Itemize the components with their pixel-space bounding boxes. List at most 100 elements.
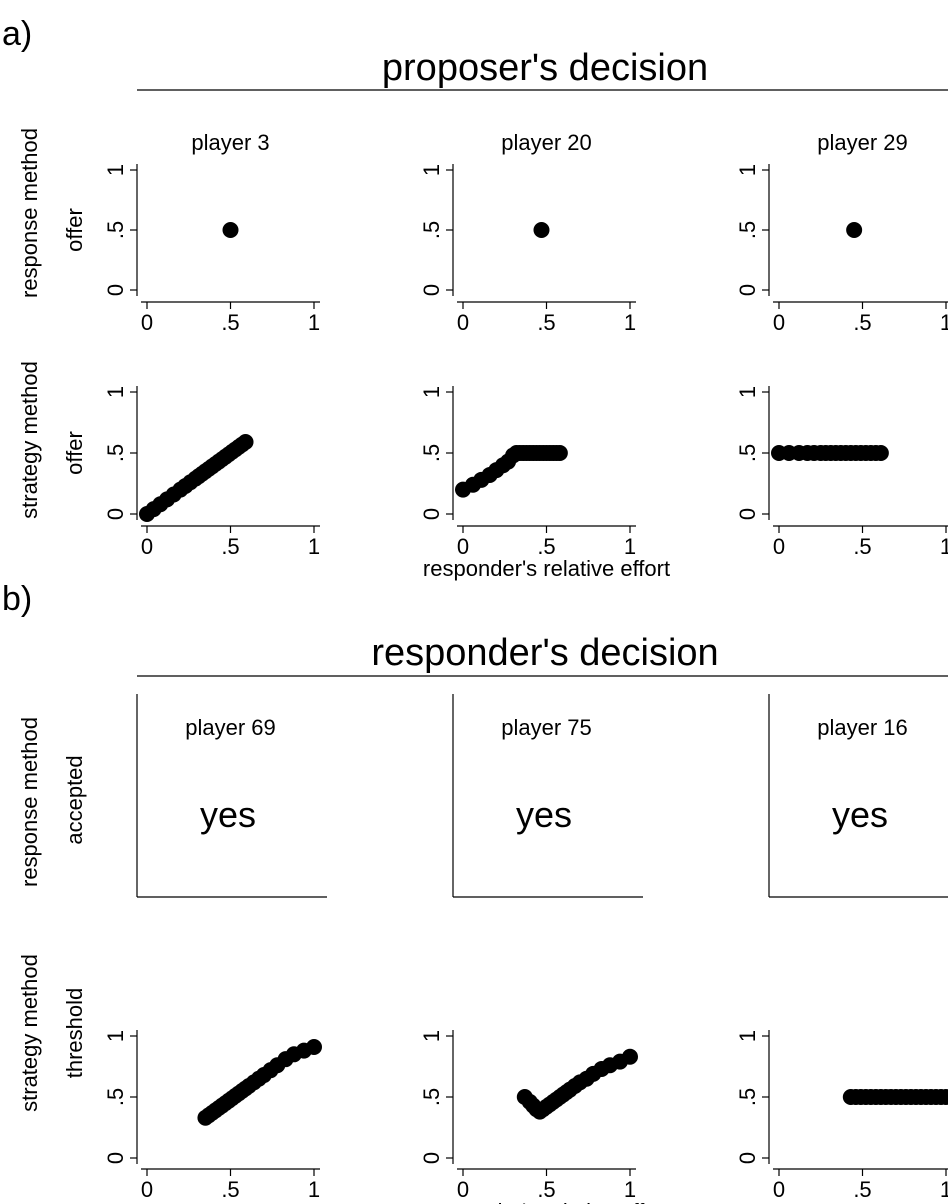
- section-b-header: b) responder's decision: [2, 580, 948, 677]
- x-tick-label: 0: [457, 310, 469, 335]
- x-axis-label: responder's relative effort: [423, 1199, 670, 1204]
- y-tick-label: .5: [103, 1088, 128, 1106]
- y-tick-label: 0: [735, 1152, 760, 1164]
- row-method-label: strategy method: [17, 954, 42, 1112]
- y-tick-label: 0: [419, 284, 444, 296]
- x-tick-label: .5: [221, 534, 239, 559]
- x-tick-label: .5: [537, 310, 555, 335]
- subplot-title: player 3: [191, 130, 269, 155]
- section-b-title: responder's decision: [371, 632, 718, 674]
- y-tick-label: .5: [419, 1088, 444, 1106]
- row-axis-label: accepted: [62, 755, 87, 844]
- subplot-8: player 75 yes: [452, 694, 643, 898]
- x-tick-label: .5: [537, 1177, 555, 1202]
- data-point: [846, 222, 863, 238]
- row-axis-label: offer: [62, 431, 87, 475]
- subplot-title: player 75: [501, 715, 592, 740]
- x-tick-label: 1: [624, 1177, 636, 1202]
- subplot-2: player 20 0 .5 1 0 .5 1: [419, 130, 636, 335]
- subplot-10: 0 .5 1 0 .5 1: [103, 1030, 322, 1202]
- y-tick-label: .5: [735, 221, 760, 239]
- x-tick-label: 1: [308, 310, 320, 335]
- panel-a-label: a): [2, 15, 32, 53]
- subplot-7: player 69 yes: [136, 694, 327, 898]
- subplot-4: 0 .5 1 0 .5 1: [103, 386, 320, 559]
- row-axis-label: threshold: [62, 988, 87, 1079]
- y-tick-label: .5: [735, 444, 760, 462]
- data-point: [237, 434, 254, 451]
- subplot-1: player 3 0 .5 1 0 .5 1: [103, 130, 320, 335]
- data-point: [533, 222, 550, 238]
- subplot-title: player 29: [817, 130, 908, 155]
- y-tick-label: .5: [103, 221, 128, 239]
- row-label-b-response: response method accepted: [17, 717, 87, 887]
- row-label-a-strategy: strategy method offer: [17, 361, 87, 519]
- x-tick-label: 1: [308, 534, 320, 559]
- subplot-title: player 69: [185, 715, 276, 740]
- data-point: [872, 445, 889, 461]
- y-tick-label: 1: [735, 164, 760, 176]
- y-tick-label: 1: [103, 164, 128, 176]
- accepted-value: yes: [200, 794, 256, 835]
- row-method-label: strategy method: [17, 361, 42, 519]
- y-tick-label: .5: [419, 221, 444, 239]
- section-a-title: proposer's decision: [382, 47, 708, 89]
- section-a-header: a) proposer's decision: [2, 15, 948, 91]
- y-tick-label: 0: [735, 284, 760, 296]
- y-tick-label: 0: [419, 1152, 444, 1164]
- subplot-12: 0 .5 1 0 .5 1: [735, 1030, 948, 1202]
- x-tick-label: 1: [624, 534, 636, 559]
- x-tick-label: 1: [308, 1177, 320, 1202]
- panel-b-label: b): [2, 580, 32, 618]
- x-tick-label: .5: [221, 310, 239, 335]
- data-point: [222, 222, 239, 238]
- row-method-label: response method: [17, 128, 42, 298]
- y-tick-label: .5: [419, 444, 444, 462]
- x-tick-label: 1: [940, 310, 948, 335]
- y-tick-label: 1: [419, 386, 444, 398]
- subplot-title: player 16: [817, 715, 908, 740]
- x-tick-label: 1: [940, 1177, 948, 1202]
- subplot-title: player 20: [501, 130, 592, 155]
- y-tick-label: 1: [419, 164, 444, 176]
- y-tick-label: 0: [419, 508, 444, 520]
- row-axis-label: offer: [62, 208, 87, 252]
- x-tick-label: 0: [457, 534, 469, 559]
- y-tick-label: 1: [103, 1030, 128, 1042]
- x-tick-label: .5: [853, 1177, 871, 1202]
- x-tick-label: 1: [940, 534, 948, 559]
- row-label-b-strategy: strategy method threshold: [17, 954, 87, 1112]
- y-tick-label: 1: [103, 386, 128, 398]
- row-method-label: response method: [17, 717, 42, 887]
- x-tick-label: 0: [457, 1177, 469, 1202]
- x-tick-label: .5: [221, 1177, 239, 1202]
- subplot-9: player 16 yes: [768, 694, 948, 898]
- x-tick-label: 0: [773, 534, 785, 559]
- y-tick-label: 0: [103, 508, 128, 520]
- accepted-value: yes: [832, 794, 888, 835]
- x-tick-label: 0: [773, 310, 785, 335]
- x-tick-label: 1: [624, 310, 636, 335]
- x-tick-label: 0: [141, 1177, 153, 1202]
- y-tick-label: .5: [103, 444, 128, 462]
- y-tick-label: 0: [103, 284, 128, 296]
- subplot-3: player 29 0 .5 1 0 .5 1: [735, 130, 948, 335]
- y-tick-label: 0: [103, 1152, 128, 1164]
- x-tick-label: 0: [141, 534, 153, 559]
- x-tick-label: .5: [853, 534, 871, 559]
- y-tick-label: 1: [735, 1030, 760, 1042]
- row-label-a-response: response method offer: [17, 128, 87, 298]
- data-point: [622, 1048, 638, 1065]
- data-point: [938, 1089, 948, 1105]
- x-tick-label: .5: [853, 310, 871, 335]
- y-tick-label: 1: [419, 1030, 444, 1042]
- data-point: [306, 1038, 322, 1055]
- x-axis-label: responder's relative effort: [423, 556, 670, 581]
- x-tick-label: .5: [537, 534, 555, 559]
- x-tick-label: 0: [141, 310, 153, 335]
- y-tick-label: 0: [735, 508, 760, 520]
